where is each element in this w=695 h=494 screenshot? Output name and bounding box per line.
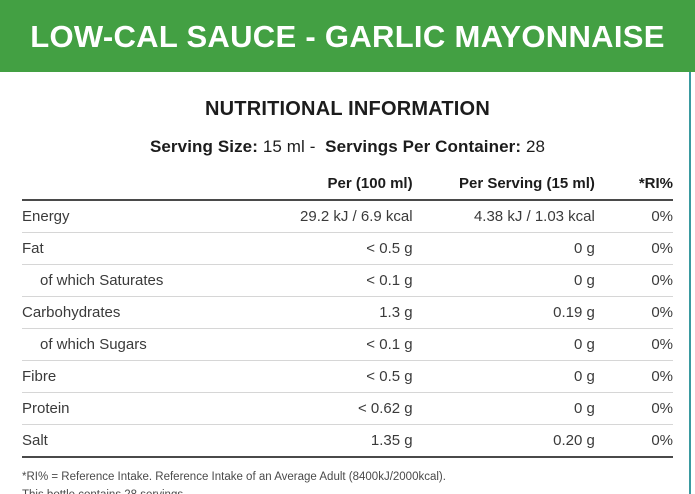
serving-info-line: Serving Size: 15 ml - Servings Per Conta… [22, 137, 673, 157]
value-ri-percent: 0% [594, 424, 673, 458]
nutrient-name: of which Saturates [22, 264, 237, 297]
value-per-100ml: 1.35 g [236, 424, 413, 458]
nutrient-name: Energy [22, 200, 237, 233]
value-ri-percent: 0% [594, 360, 673, 393]
footnote-line-1: *RI% = Reference Intake. Reference Intak… [22, 471, 446, 483]
footnote-line-2: This bottle contains 28 servings. [22, 487, 673, 494]
value-per-100ml: < 0.5 g [236, 232, 413, 265]
nutrient-name: Carbohydrates [22, 296, 237, 329]
product-title-banner: LOW-CAL SAUCE - GARLIC MAYONNAISE [0, 0, 695, 72]
table-header: Per (100 ml) Per Serving (15 ml) *RI% [22, 175, 673, 200]
value-per-serving: 0 g [412, 392, 595, 425]
nutrient-name: Salt [22, 424, 237, 458]
value-per-serving: 0.20 g [412, 424, 595, 458]
value-ri-percent: 0% [594, 232, 673, 265]
column-header-per-serving: Per Serving (15 ml) [458, 175, 595, 192]
value-per-100ml: < 0.62 g [236, 392, 413, 425]
value-per-100ml: < 0.1 g [236, 264, 413, 297]
value-per-serving: 0 g [412, 264, 595, 297]
product-title: LOW-CAL SAUCE - GARLIC MAYONNAISE [30, 18, 665, 54]
table-row: Salt 1.35 g 0.20 g 0% [22, 424, 673, 458]
column-header-ri-percent: *RI% [638, 175, 673, 192]
nutrient-name: Fibre [22, 360, 237, 393]
section-title: NUTRITIONAL INFORMATION [205, 98, 490, 120]
nutrient-name: Fat [22, 232, 237, 265]
value-per-serving: 0 g [412, 328, 595, 361]
right-edge-divider [689, 72, 691, 494]
value-ri-percent: 0% [594, 328, 673, 361]
value-per-100ml: < 0.5 g [236, 360, 413, 393]
value-per-serving: 0 g [412, 360, 595, 393]
value-per-100ml: < 0.1 g [236, 328, 413, 361]
nutrition-body: NUTRITIONAL INFORMATION Serving Size: 15… [0, 98, 695, 494]
footnote: *RI% = Reference Intake. Reference Intak… [22, 469, 673, 494]
value-per-serving: 0.19 g [412, 296, 595, 329]
nutrient-name: Protein [22, 392, 237, 425]
value-ri-percent: 0% [594, 200, 673, 233]
serving-size-label: Serving Size: [149, 137, 258, 156]
servings-per-container-value: 28 [525, 137, 546, 156]
table-body: Energy 29.2 kJ / 6.9 kcal 4.38 kJ / 1.03 k… [22, 200, 673, 458]
value-ri-percent: 0% [594, 264, 673, 297]
serving-info-separator: - [309, 137, 316, 156]
value-ri-percent: 0% [594, 392, 673, 425]
value-per-100ml: 1.3 g [236, 296, 413, 329]
table-header-row: Per (100 ml) Per Serving (15 ml) *RI% [22, 175, 673, 200]
nutrient-name: of which Sugars [22, 328, 237, 361]
value-per-serving: 4.38 kJ / 1.03 kcal [412, 200, 595, 233]
value-ri-percent: 0% [594, 296, 673, 329]
table-row: Energy 29.2 kJ / 6.9 kcal 4.38 kJ / 1.03 k… [22, 200, 673, 233]
column-header-per-100ml: Per (100 ml) [327, 175, 413, 192]
value-per-serving: 0 g [412, 232, 595, 265]
value-per-100ml: 29.2 kJ / 6.9 kcal [236, 200, 413, 233]
servings-per-container-label: Servings Per Container: [325, 137, 522, 156]
table-row: Carbohydrates 1.3 g 0.19 g 0% [22, 296, 673, 329]
nutrition-table: Per (100 ml) Per Serving (15 ml) *RI% En… [22, 175, 673, 458]
serving-size-value: 15 ml [262, 137, 305, 156]
column-header-nutrient [22, 175, 237, 200]
